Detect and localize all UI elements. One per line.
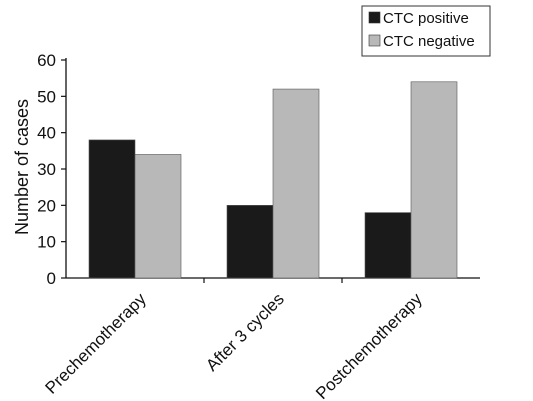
bar-ctc-negative-2 [410, 81, 458, 279]
legend-label: CTC positive [383, 10, 469, 27]
bar-ctc-positive-1 [226, 205, 274, 279]
bar-ctc-positive-0 [88, 139, 136, 279]
legend: CTC positive CTC negative [361, 5, 491, 57]
y-axis-title: Number of cases [12, 99, 32, 235]
y-tick-label: 30 [37, 160, 56, 179]
bar-ctc-negative-0 [134, 154, 182, 279]
y-tick-label: 0 [47, 269, 56, 288]
x-tick-label: Postchemotherapy [312, 289, 426, 401]
legend-box [361, 5, 491, 57]
x-tick-label: Prechemotherapy [42, 289, 151, 398]
legend-swatch [368, 11, 381, 24]
bars [88, 81, 458, 279]
legend-swatch [368, 34, 381, 47]
y-tick-label: 20 [37, 196, 56, 215]
x-tick-label: After 3 cycles [202, 289, 288, 375]
y-tick-label: 60 [37, 51, 56, 70]
y-tick-labels: 0 10 20 30 40 50 60 [37, 51, 56, 288]
x-tick-labels: Prechemotherapy After 3 cycles Postchemoth… [42, 289, 427, 401]
y-tick-label: 50 [37, 87, 56, 106]
bar-ctc-positive-2 [364, 212, 412, 279]
bar-ctc-negative-1 [272, 88, 320, 279]
legend-label: CTC negative [383, 33, 475, 50]
y-tick-label: 10 [37, 233, 56, 252]
y-tick-label: 40 [37, 124, 56, 143]
